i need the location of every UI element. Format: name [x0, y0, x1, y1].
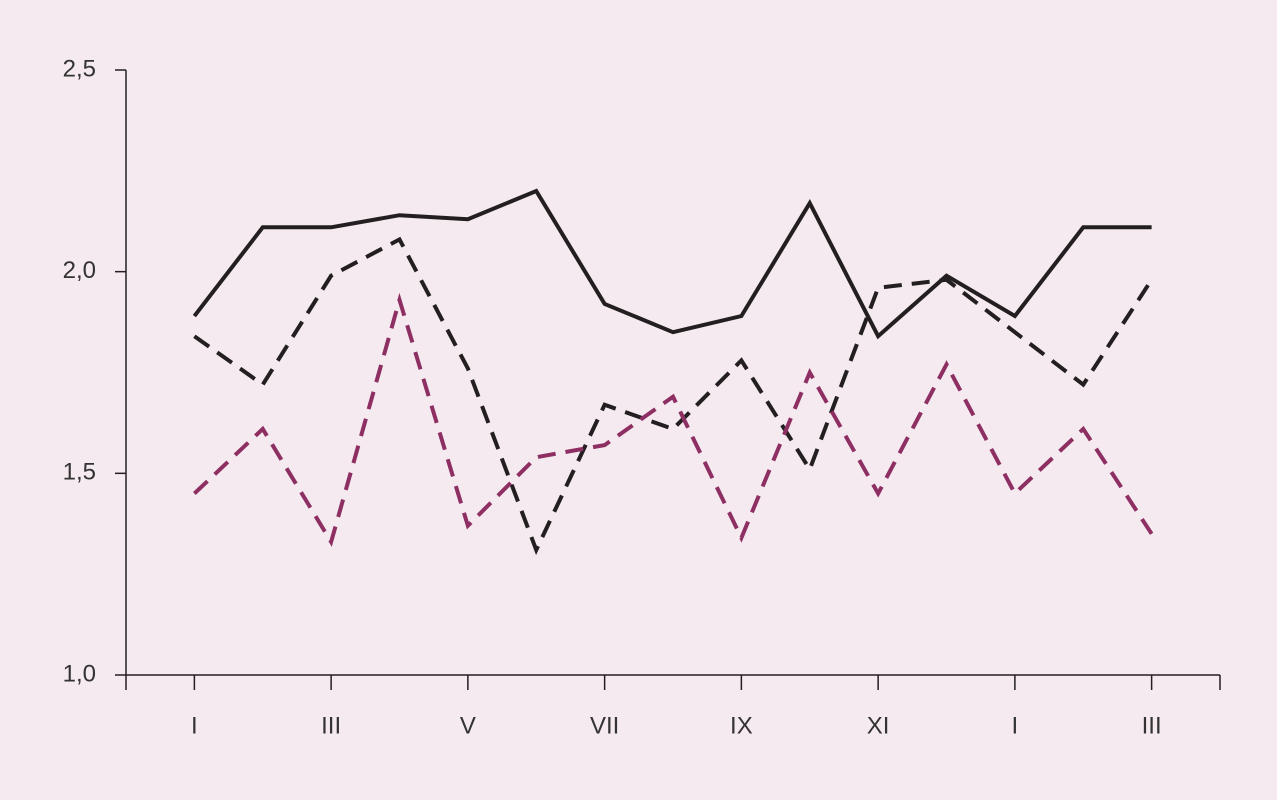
x-tick-label: V: [460, 712, 476, 739]
series-line: [192, 188, 1152, 340]
x-tick-label: III: [1142, 712, 1162, 739]
x-tick-label: I: [191, 712, 198, 739]
x-tick-label: VII: [590, 712, 619, 739]
x-tick-label: IX: [730, 712, 753, 739]
x-tick-label: I: [1012, 712, 1019, 739]
series-line: [193, 292, 1154, 547]
y-tick-label: 2,0: [63, 257, 96, 284]
series-line: [193, 236, 1154, 556]
x-tick-label: XI: [867, 712, 890, 739]
y-tick-label: 2,5: [63, 55, 96, 82]
x-tick-label: III: [321, 712, 341, 739]
y-tick-label: 1,5: [63, 459, 96, 486]
y-tick-label: 1,0: [63, 660, 96, 687]
